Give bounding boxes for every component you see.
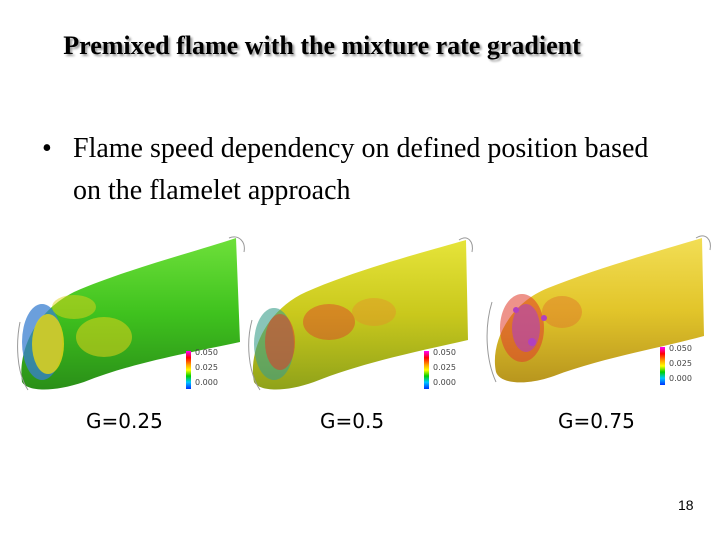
flame-image-g025: 0.050 0.025 0.000 bbox=[14, 232, 246, 400]
caption-g075: G=0.75 bbox=[558, 409, 635, 433]
legend-min: 0.000 bbox=[433, 378, 456, 387]
caption-g025: G=0.25 bbox=[86, 409, 163, 433]
color-scale-bar bbox=[424, 351, 429, 389]
color-scale-bar bbox=[186, 351, 191, 389]
legend-mid: 0.025 bbox=[433, 363, 456, 372]
legend-max: 0.050 bbox=[195, 348, 218, 357]
legend-mid: 0.025 bbox=[195, 363, 218, 372]
legend-min: 0.000 bbox=[195, 378, 218, 387]
bullet-dot-icon: • bbox=[42, 133, 52, 164]
page-number: 18 bbox=[678, 497, 694, 513]
color-scale-bar bbox=[660, 347, 665, 385]
color-legend: 0.050 0.025 0.000 bbox=[424, 348, 484, 392]
legend-mid: 0.025 bbox=[669, 359, 692, 368]
color-legend: 0.050 0.025 0.000 bbox=[186, 348, 246, 392]
legend-max: 0.050 bbox=[433, 348, 456, 357]
flame-image-g05: 0.050 0.025 0.000 bbox=[244, 232, 476, 400]
color-legend: 0.050 0.025 0.000 bbox=[660, 344, 720, 388]
caption-g05: G=0.5 bbox=[320, 409, 385, 433]
legend-min: 0.000 bbox=[669, 374, 692, 383]
slide-title: Premixed flame with the mixture rate gra… bbox=[63, 31, 581, 60]
legend-max: 0.050 bbox=[669, 344, 692, 353]
flame-image-g075: 0.050 0.025 0.000 bbox=[482, 232, 714, 400]
bullet-text: Flame speed dependency on defined positi… bbox=[73, 133, 649, 206]
